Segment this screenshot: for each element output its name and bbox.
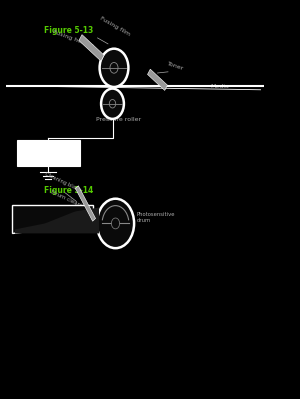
Polygon shape xyxy=(148,69,167,91)
Text: Media: Media xyxy=(210,85,229,89)
Circle shape xyxy=(101,89,124,119)
FancyBboxPatch shape xyxy=(16,140,80,166)
Circle shape xyxy=(111,218,120,229)
Text: Figure 5-13: Figure 5-13 xyxy=(44,26,93,35)
Text: Cleaning blade: Cleaning blade xyxy=(44,172,82,193)
Text: Figure 5-14: Figure 5-14 xyxy=(44,186,93,195)
Text: Photosensitive
drum: Photosensitive drum xyxy=(136,212,175,223)
Polygon shape xyxy=(15,207,99,233)
Text: Toner collection box: Toner collection box xyxy=(16,219,69,224)
Text: Drum cleaning: Drum cleaning xyxy=(50,189,88,211)
Text: Fusing heater: Fusing heater xyxy=(52,30,94,49)
Polygon shape xyxy=(75,186,96,221)
Text: Fusing film: Fusing film xyxy=(99,16,131,37)
Circle shape xyxy=(97,199,134,248)
Text: Fusing bias: Fusing bias xyxy=(30,150,66,155)
Text: Pressure roller: Pressure roller xyxy=(96,117,141,122)
Polygon shape xyxy=(79,35,104,61)
Polygon shape xyxy=(12,205,93,233)
Text: Toner: Toner xyxy=(167,61,184,71)
Circle shape xyxy=(100,49,128,87)
